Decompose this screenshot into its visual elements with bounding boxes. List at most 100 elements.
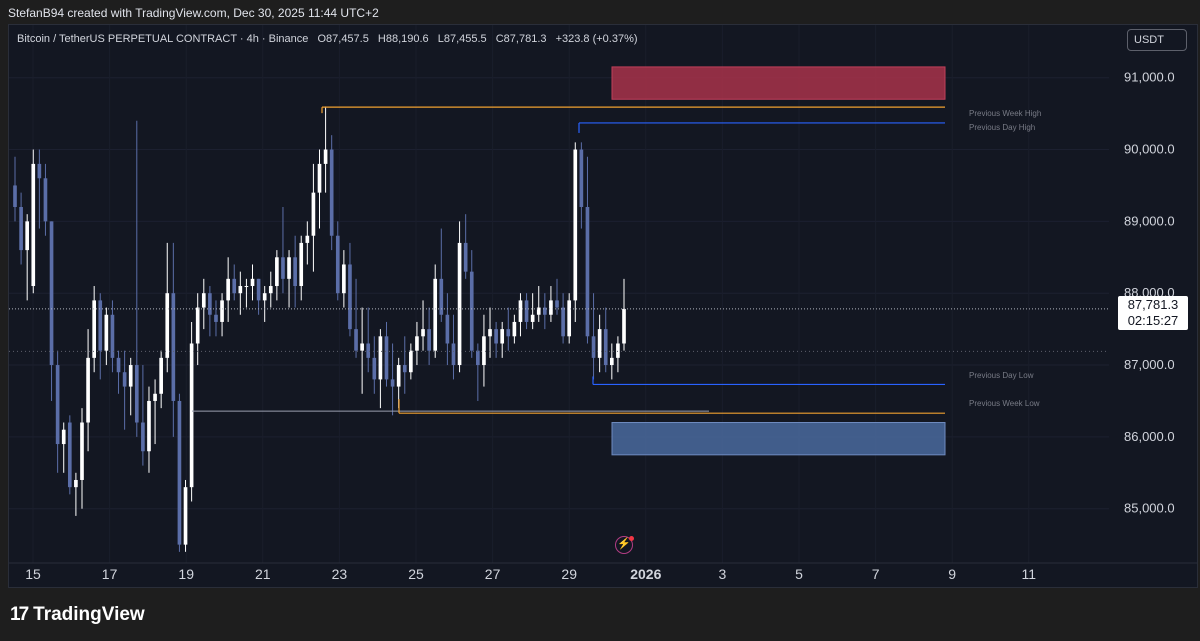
- candle-body: [177, 400, 182, 545]
- candle-body: [329, 149, 334, 236]
- currency-selector[interactable]: USDT: [1127, 29, 1187, 51]
- ohlc-change: +323.8 (+0.37%): [555, 33, 638, 45]
- notification-dot: [629, 536, 634, 541]
- candle-body: [287, 257, 291, 279]
- symbol-title[interactable]: Bitcoin / TetherUS PERPETUAL CONTRACT · …: [17, 33, 309, 45]
- candle-body: [19, 207, 23, 251]
- candle-body: [116, 357, 121, 373]
- time-axis-label: 17: [102, 566, 118, 582]
- price-axis-label: 86,000.0: [1124, 429, 1175, 444]
- candle-body: [463, 242, 468, 272]
- price-chart[interactable]: 91,000.090,000.089,000.088,000.087,000.0…: [9, 25, 1198, 588]
- candle-body: [530, 314, 535, 322]
- candle-body: [500, 329, 505, 344]
- candle-body: [147, 400, 151, 452]
- candle-body: [335, 235, 340, 294]
- candle-body: [342, 264, 346, 294]
- candle-body: [244, 286, 249, 288]
- candle-body: [378, 336, 383, 380]
- candle-body: [311, 192, 316, 236]
- candle-body: [86, 357, 90, 423]
- candle-body: [573, 149, 578, 301]
- candle-body: [409, 350, 413, 373]
- candle-body: [603, 329, 608, 366]
- candle-body: [250, 278, 255, 287]
- candle-body: [567, 300, 572, 337]
- candle-body: [74, 479, 78, 488]
- candle-body: [616, 343, 620, 358]
- ohlc-open: O87,457.5: [317, 33, 369, 45]
- time-axis-label: 3: [719, 566, 727, 582]
- candle-body: [43, 178, 48, 222]
- price-axis-label: 90,000.0: [1124, 142, 1175, 157]
- time-axis-label: 11: [1022, 566, 1037, 582]
- candle-body: [98, 300, 103, 351]
- candle-body: [104, 314, 109, 351]
- candle-body: [55, 365, 60, 445]
- candle-body: [281, 257, 285, 279]
- candle-body: [183, 487, 188, 545]
- candle-body: [25, 221, 30, 251]
- time-axis-label: 2026: [630, 566, 661, 582]
- candle-body: [457, 242, 462, 366]
- current-price-value: 87,781.3: [1127, 297, 1179, 312]
- candle-body: [208, 293, 212, 315]
- candle-body: [80, 422, 84, 480]
- supply-zone: [611, 66, 946, 100]
- attribution-bar: StefanB94 created with TradingView.com, …: [0, 0, 1200, 24]
- branding-bar: 17 TradingView: [0, 588, 1200, 641]
- candle-body: [299, 242, 304, 287]
- candle-body: [226, 278, 230, 301]
- candle-body: [275, 257, 279, 287]
- candle-body: [372, 357, 377, 380]
- candle-body: [518, 300, 523, 322]
- time-axis-label: 29: [561, 566, 577, 582]
- demand-zone: [611, 422, 946, 456]
- time-axis-label: 25: [408, 566, 424, 582]
- candle-body: [122, 372, 127, 387]
- time-axis-label: 23: [332, 566, 348, 582]
- chart-pane[interactable]: 91,000.0 90,000.0 89,000.0 88,000.0 87,000.0…: [8, 24, 1198, 588]
- prev-week-low-label: Previous Week Low: [969, 399, 1040, 408]
- candle-body: [92, 300, 96, 358]
- ohlc-high: H88,190.6: [377, 33, 429, 45]
- candle-body: [317, 163, 322, 193]
- candle-body: [506, 329, 511, 337]
- lightning-icon[interactable]: ⚡: [615, 536, 633, 554]
- candle-body: [159, 357, 163, 394]
- candle-body: [512, 321, 517, 337]
- candle-body: [433, 278, 438, 351]
- candle-body: [348, 264, 352, 330]
- candle-body: [439, 278, 444, 315]
- time-axis-label: 7: [872, 566, 880, 582]
- candle-body: [396, 365, 401, 387]
- prev-day-high-label: Previous Day High: [969, 123, 1036, 132]
- candle-body: [201, 293, 206, 308]
- candle-body: [488, 329, 492, 337]
- attribution-text: StefanB94 created with TradingView.com, …: [8, 6, 379, 20]
- candle-body: [360, 343, 364, 351]
- tradingview-logo-text: TradingView: [33, 604, 145, 625]
- candle-body: [220, 300, 224, 322]
- candle-body: [232, 278, 237, 294]
- candle-body: [13, 185, 17, 207]
- candle-body: [214, 314, 218, 322]
- candle-body: [293, 257, 297, 287]
- candle-body: [585, 207, 590, 337]
- price-axis-label: 87,000.0: [1124, 357, 1175, 372]
- time-axis-label: 21: [255, 566, 271, 582]
- tradingview-logo[interactable]: 17 TradingView: [10, 604, 145, 626]
- candle-body: [579, 149, 584, 207]
- symbol-legend: Bitcoin / TetherUS PERPETUAL CONTRACT · …: [17, 33, 644, 45]
- candle-body: [543, 307, 547, 315]
- candle-body: [189, 343, 194, 488]
- candle-body: [482, 336, 486, 366]
- candle-body: [128, 365, 133, 387]
- candle-body: [390, 379, 395, 387]
- candle-body: [451, 343, 456, 366]
- candle-body: [141, 422, 145, 452]
- candle-body: [37, 163, 42, 179]
- candle-body: [445, 314, 450, 344]
- chart-background: [9, 25, 1197, 587]
- candle-body: [561, 307, 565, 337]
